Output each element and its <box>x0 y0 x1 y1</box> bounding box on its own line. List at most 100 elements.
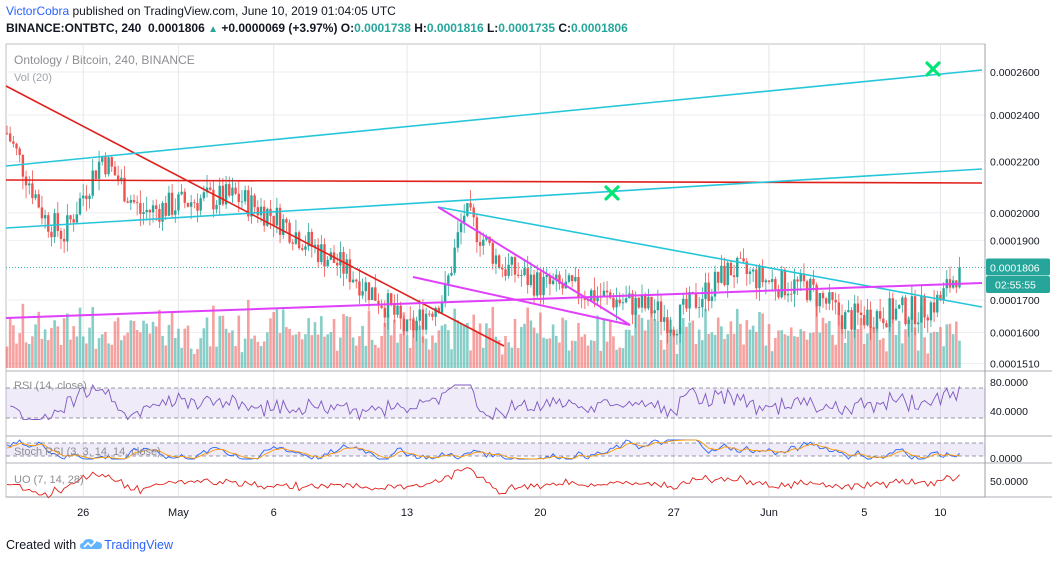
candle-body <box>742 258 745 262</box>
volume-bar <box>583 334 587 368</box>
volume-bar <box>605 341 609 368</box>
low-label: L: <box>486 21 499 35</box>
volume-bar <box>91 307 95 368</box>
candle-body <box>174 210 177 215</box>
volume-bar <box>107 343 110 368</box>
volume-bar <box>891 316 895 368</box>
time-tick-label: 26 <box>77 507 89 519</box>
volume-bar <box>250 338 253 368</box>
close-label: C: <box>558 21 572 35</box>
candle-body <box>739 257 742 259</box>
volume-bar <box>745 320 749 368</box>
candle-body <box>783 269 787 296</box>
volume-bar <box>247 300 250 368</box>
candle-body <box>717 271 720 283</box>
candle-body <box>796 279 799 282</box>
volume-bar <box>320 316 323 368</box>
candle-body <box>196 203 199 211</box>
candle-body <box>618 299 621 304</box>
volume-bar <box>539 312 542 368</box>
candle-body <box>583 297 587 300</box>
volume-bar <box>8 317 12 368</box>
volume-bar <box>408 347 412 368</box>
candle-body <box>799 273 802 282</box>
candle-body <box>434 307 437 317</box>
candle-body <box>466 203 469 216</box>
price-axis: 0.0002600 0.0002400 0.0002200 0.0002000 0.00… <box>986 67 1050 371</box>
volume-bar <box>462 324 466 368</box>
volume-bar <box>545 338 549 368</box>
uo-panel: UO (7, 14, 28) 50.0000 <box>6 467 1028 499</box>
volume-bar <box>120 340 123 368</box>
uo-tick-label: 50.0000 <box>990 476 1028 488</box>
tradingview-link[interactable]: TradingView <box>104 538 173 552</box>
candle-body <box>678 304 682 334</box>
drawing-overlays <box>5 61 983 347</box>
volume-bar <box>15 343 18 368</box>
volume-bar <box>345 316 349 368</box>
candle-body <box>250 195 253 217</box>
volume-bar <box>726 334 730 368</box>
publish-info: VictorCobra published on TradingView.com… <box>6 4 396 18</box>
price-chart[interactable]: 0.0002600 0.0002400 0.0002200 0.0002000 0.00… <box>0 40 1058 528</box>
red-horizontal-resistance <box>5 179 983 184</box>
volume-bar <box>558 342 561 368</box>
volume-bar <box>364 345 368 368</box>
candle-body <box>805 281 809 301</box>
volume-bar <box>72 326 75 368</box>
candle-body <box>339 252 342 266</box>
candle-body <box>685 298 688 309</box>
volume-bar <box>504 336 507 368</box>
volume-bar <box>955 321 958 368</box>
candle-body <box>240 201 244 203</box>
candle-body <box>790 293 793 295</box>
candle-body <box>21 154 25 177</box>
volume-bar <box>675 353 679 368</box>
volume-bar <box>412 317 415 368</box>
volume-bar <box>678 327 682 368</box>
candle-body <box>917 322 920 325</box>
candle-body <box>929 302 933 321</box>
rsi-tick-label: 80.0000 <box>990 377 1028 389</box>
volume-bar <box>81 336 85 368</box>
high-value: 0.0001816 <box>426 21 484 35</box>
volume-bar <box>923 337 926 368</box>
volume-bar <box>142 320 145 368</box>
candle-body <box>5 133 9 134</box>
candle-body <box>542 276 545 296</box>
volume-bar <box>85 343 88 368</box>
volume-bar <box>307 318 310 368</box>
volume-bar <box>50 327 53 368</box>
candle-body <box>878 311 882 319</box>
candle-body <box>507 264 510 276</box>
candle-body <box>183 191 186 203</box>
volume-bar <box>554 335 558 368</box>
stoch-d-line <box>6 439 960 460</box>
candle-body <box>205 187 209 193</box>
volume-bar <box>351 337 355 368</box>
volume-bar <box>272 312 275 368</box>
candle-body <box>663 317 666 322</box>
volume-bar <box>40 338 44 368</box>
volume-bar <box>526 307 529 368</box>
volume-bar <box>177 328 180 368</box>
volume-bar <box>478 323 482 368</box>
volume-bar <box>396 342 399 368</box>
candle-body <box>643 295 647 309</box>
candle-body <box>234 187 237 194</box>
candle-body <box>745 261 748 274</box>
candle-body <box>85 195 88 200</box>
symbol-ohlc-line: BINANCE:ONTBTC, 240 0.0001806 ▲ +0.00000… <box>6 21 628 35</box>
volume-bar <box>434 342 437 368</box>
volume-bar <box>56 326 60 368</box>
author-link[interactable]: VictorCobra <box>6 4 70 18</box>
volume-bar <box>837 312 841 368</box>
candle-body <box>682 298 685 305</box>
candle-body <box>751 269 755 272</box>
rsi-line <box>10 383 960 421</box>
volume-bar <box>393 319 396 368</box>
candle-body <box>285 219 288 223</box>
candle-body <box>605 290 609 293</box>
rsi-band <box>6 388 985 418</box>
volume-bar <box>110 344 114 368</box>
